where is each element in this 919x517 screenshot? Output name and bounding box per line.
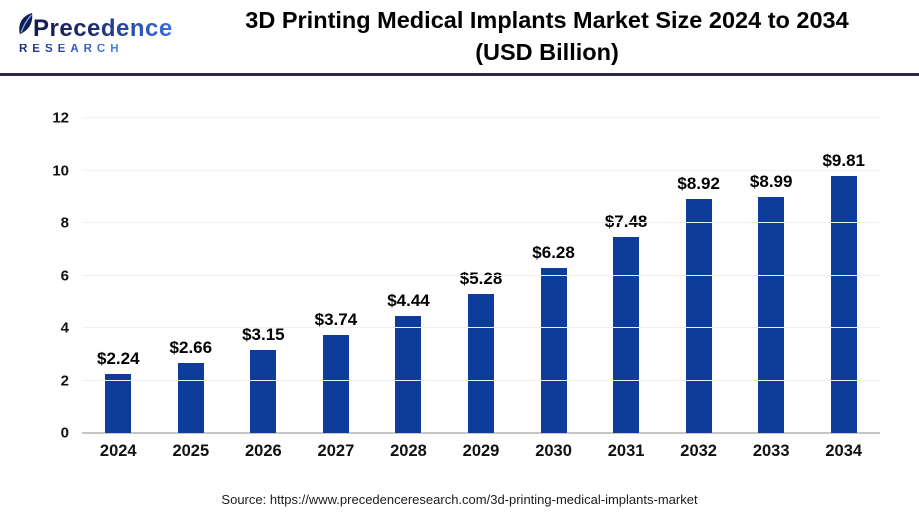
plot-area: $2.24 $2.66 $3.15 $3.74 $4.44 $5.28 $6.28 $7.48… (52, 111, 880, 441)
y-tick-label-12: 12 (52, 109, 69, 127)
bar-2030 (540, 268, 567, 433)
x-axis-label-2028: 2028 (390, 442, 427, 460)
y-tick-label-8: 8 (60, 214, 69, 232)
gridline-10 (82, 169, 880, 171)
bar-value-label-2028: $4.44 (387, 291, 430, 311)
x-axis-label-2031: 2031 (607, 442, 645, 460)
y-tick-label-4: 4 (60, 319, 69, 337)
x-axis-label-2032: 2032 (680, 442, 717, 460)
bar-column-2026: $3.15 (227, 118, 300, 433)
x-axis-label-2024: 2024 (99, 442, 137, 460)
bar-column-2030: $6.28 (517, 118, 590, 433)
x-axis-label-2025: 2025 (172, 442, 210, 460)
bar-2029 (468, 294, 494, 433)
y-tick-label-2: 2 (60, 372, 69, 389)
bar-value-label-2031: $7.48 (604, 211, 648, 231)
bar-2027 (322, 334, 349, 433)
y-tick-label-0: 0 (60, 424, 69, 442)
header: Precedence RESEARCH 3D Printing Medical … (0, 0, 919, 76)
bar-2031 (613, 236, 640, 433)
bar-column-2029: $5.28 (445, 118, 518, 433)
logo-wordmark: Precedence (33, 15, 173, 43)
x-axis-label-2030: 2030 (535, 442, 572, 460)
x-axis-line (82, 432, 880, 434)
logo-row: Precedence (16, 13, 173, 43)
precedence-research-logo: Precedence RESEARCH (14, 13, 199, 56)
source-attribution: Source: https://www.precedenceresearch.c… (221, 492, 698, 507)
bar-column-2028: $4.44 (372, 118, 445, 433)
bar-value-label-2032: $8.92 (677, 173, 720, 193)
x-axis-labels: 2024 2025 2026 2027 2028 2029 2030 2031 2032 2033… (82, 442, 880, 461)
chart-title-line1: 3D Printing Medical Implants Market Size… (245, 6, 849, 33)
gridline-12 (82, 117, 880, 118)
bar-2024 (105, 374, 132, 433)
bar-value-label-2025: $2.66 (169, 338, 213, 358)
bar-2025 (177, 363, 204, 433)
chart-title: 3D Printing Medical Implants Market Size… (199, 5, 905, 68)
bar-value-label-2024: $2.24 (97, 349, 140, 369)
bar-column-2027: $3.74 (300, 118, 373, 433)
gridline-4 (82, 327, 880, 328)
bar-2033 (758, 197, 785, 433)
bar-value-label-2029: $5.28 (459, 269, 503, 289)
bar-column-2024: $2.24 (82, 118, 155, 433)
bar-column-2034: $9.81 (807, 118, 880, 433)
bar-value-label-2026: $3.15 (242, 325, 285, 345)
bar-column-2032: $8.92 (662, 118, 735, 433)
bars-container: $2.24 $2.66 $3.15 $3.74 $4.44 $5.28 $6.28 $7.48… (82, 118, 880, 433)
bar-column-2033: $8.99 (735, 118, 808, 433)
gridline-6 (82, 274, 880, 276)
bar-value-label-2033: $8.99 (749, 172, 793, 192)
bar-column-2031: $7.48 (590, 118, 663, 433)
bar-value-label-2034: $9.81 (822, 150, 866, 170)
bar-column-2025: $2.66 (155, 118, 228, 433)
gridline-8 (82, 222, 880, 223)
gridline-2 (82, 379, 880, 381)
x-axis-label-2026: 2026 (245, 442, 282, 460)
chart-title-line2: (USD Billion) (475, 38, 619, 65)
leaf-icon (19, 13, 33, 35)
bar-2026 (250, 350, 277, 433)
y-tick-label-6: 6 (60, 267, 69, 284)
logo-subtext: RESEARCH (16, 44, 124, 56)
y-tick-label-10: 10 (52, 162, 69, 179)
bar-value-label-2030: $6.28 (532, 243, 575, 263)
x-axis-label-2027: 2027 (317, 442, 355, 460)
x-axis-label-2034: 2034 (825, 442, 863, 460)
x-axis-label-2033: 2033 (752, 442, 790, 460)
bar-2034 (830, 175, 857, 433)
bar-2032 (685, 198, 712, 433)
bar-value-label-2027: $3.74 (314, 309, 358, 329)
x-axis-label-2029: 2029 (462, 442, 500, 460)
bar-2028 (395, 316, 422, 433)
